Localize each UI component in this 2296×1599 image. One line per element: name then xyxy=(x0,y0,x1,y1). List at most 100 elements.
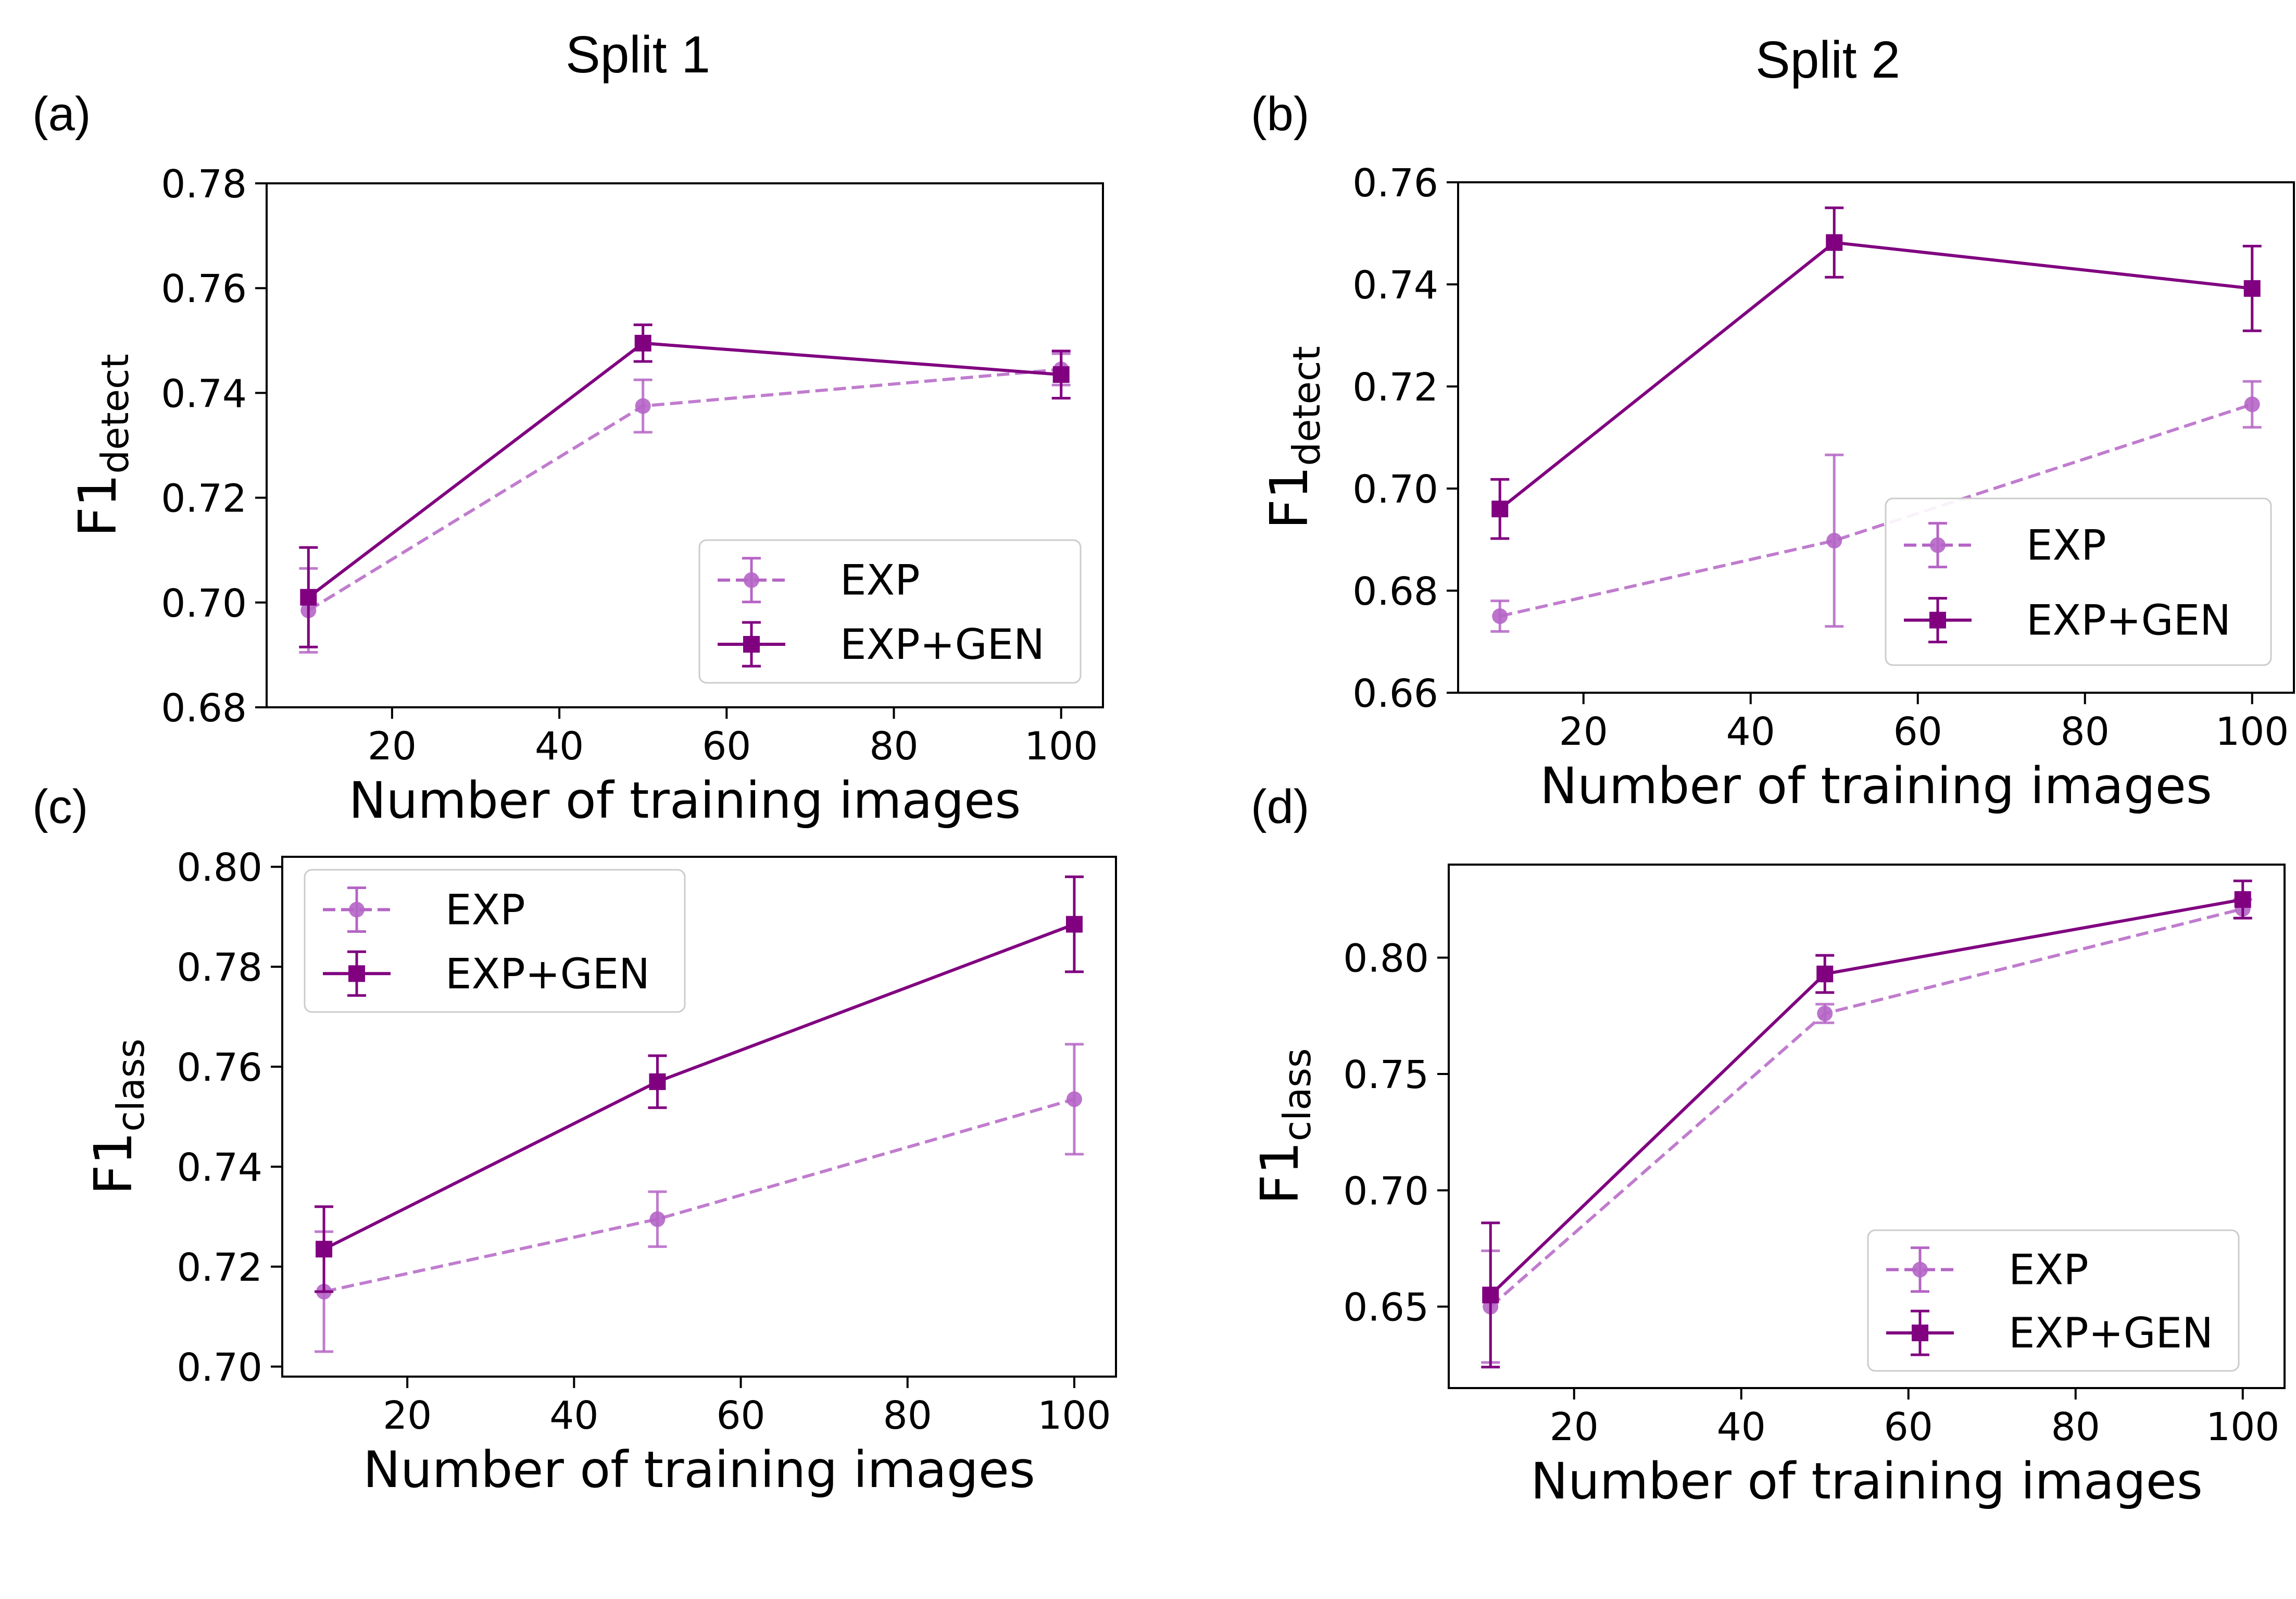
y-tick-label: 0.66 xyxy=(1352,671,1438,716)
y-tick-label: 0.74 xyxy=(161,371,247,416)
y-axis-label-sub: class xyxy=(1275,1048,1319,1142)
series-line xyxy=(323,1097,1075,1293)
panel-label-c: (c) xyxy=(32,780,89,833)
y-tick-label: 0.76 xyxy=(1352,161,1438,206)
y-axis-label-sub: detect xyxy=(1285,346,1328,466)
data-point xyxy=(1826,532,1842,548)
y-tick-label: 0.80 xyxy=(177,845,262,890)
legend-box xyxy=(1885,497,2272,666)
series-exp xyxy=(1490,380,2262,633)
legend-box xyxy=(304,869,686,1013)
split-1-title: Split 1 xyxy=(566,26,710,84)
data-point xyxy=(1492,608,1508,624)
x-tick-label: 20 xyxy=(1550,1405,1599,1450)
legend-marker xyxy=(348,965,365,982)
y-tick-label: 0.72 xyxy=(161,477,247,521)
legend-marker xyxy=(349,902,365,918)
panel-label-d: (d) xyxy=(1251,780,1310,833)
y-axis-label-sub: class xyxy=(109,1039,153,1132)
legend-label: EXP+GEN xyxy=(445,950,650,998)
legend-label: EXP+GEN xyxy=(2009,1309,2213,1357)
data-point xyxy=(316,1241,333,1258)
y-tick-label: 0.74 xyxy=(177,1145,262,1190)
y-tick-label: 0.76 xyxy=(177,1045,262,1090)
x-tick-label: 40 xyxy=(549,1393,598,1438)
series-line xyxy=(1499,241,2253,510)
x-tick-label: 60 xyxy=(1884,1405,1933,1450)
x-tick-label: 100 xyxy=(2206,1405,2279,1450)
x-axis-label: Number of training images xyxy=(1530,1452,2203,1510)
legend-marker xyxy=(1912,1325,1928,1342)
legend-label: EXP xyxy=(840,556,920,605)
y-tick-label: 0.78 xyxy=(177,945,262,990)
panel-a: 20 40 60 80 100 0.68 0.70 0.72 0.74 0.76 0.78 Numbe… xyxy=(67,162,1104,830)
y-axis-label-main: F1 xyxy=(1249,1141,1310,1204)
x-tick-label: 60 xyxy=(1893,709,1942,754)
series-exp-gen xyxy=(315,875,1084,1293)
legend-label: EXP xyxy=(445,885,525,934)
y-axis-label: F1detect xyxy=(1259,346,1328,529)
panel-d: 20 40 60 80 100 0.65 0.70 0.75 0.80 Number of tra… xyxy=(1249,864,2286,1510)
plot-frame xyxy=(266,182,1104,708)
x-tick-label: 80 xyxy=(869,724,918,769)
y-tick-label: 0.70 xyxy=(161,581,247,626)
legend: EXP EXP+GEN xyxy=(1885,497,2272,666)
data-point xyxy=(634,334,651,352)
y-tick-label: 0.76 xyxy=(161,267,247,311)
y-axis-label-main: F1 xyxy=(67,474,128,537)
data-point xyxy=(1065,916,1083,933)
data-point xyxy=(1491,501,1509,518)
y-tick-label: 0.78 xyxy=(161,162,247,207)
x-tick-label: 40 xyxy=(1726,709,1775,754)
x-tick-label: 80 xyxy=(883,1393,932,1438)
panel-b: 20 40 60 80 100 0.66 0.68 0.70 0.72 0.74 0.76 Numbe… xyxy=(1259,161,2295,815)
data-point xyxy=(300,589,317,606)
y-tick-label: 0.70 xyxy=(177,1345,262,1390)
y-tick-label: 0.72 xyxy=(177,1245,262,1290)
series-exp xyxy=(315,1043,1084,1353)
series-exp-gen xyxy=(299,323,1071,648)
x-axis-label: Number of training images xyxy=(349,771,1021,830)
y-axis-label: F1class xyxy=(83,1039,153,1195)
data-point xyxy=(649,1211,666,1227)
x-tick-label: 80 xyxy=(2051,1405,2100,1450)
data-point xyxy=(2244,396,2260,413)
y-tick-label: 0.70 xyxy=(1343,1169,1429,1214)
y-tick-label: 0.70 xyxy=(1352,467,1438,512)
x-tick-label: 20 xyxy=(1559,709,1608,754)
y-tick-label: 0.68 xyxy=(1352,569,1438,614)
legend: EXP EXP+GEN xyxy=(1867,1229,2240,1372)
data-point xyxy=(1817,1005,1833,1021)
data-point xyxy=(1052,366,1070,383)
split-2-title: Split 2 xyxy=(1755,31,1900,89)
y-tick-label: 0.65 xyxy=(1343,1285,1429,1330)
y-axis-label-main: F1 xyxy=(1259,466,1320,529)
legend-marker xyxy=(1930,537,1946,553)
x-tick-label: 20 xyxy=(368,724,417,769)
panel-label-b: (b) xyxy=(1251,88,1310,141)
data-point xyxy=(649,1073,666,1090)
panel-label-a: (a) xyxy=(32,88,91,141)
legend-box xyxy=(1867,1229,2240,1372)
data-point xyxy=(635,398,651,414)
y-axis-label-sub: detect xyxy=(93,354,137,473)
data-point xyxy=(2234,891,2251,908)
legend-marker xyxy=(744,572,759,588)
data-point xyxy=(2243,280,2261,297)
legend-marker xyxy=(1912,1261,1928,1278)
y-axis-label: F1class xyxy=(1249,1048,1319,1205)
x-tick-label: 60 xyxy=(702,724,751,769)
y-tick-label: 0.68 xyxy=(161,686,247,731)
x-tick-label: 100 xyxy=(2215,709,2289,754)
x-tick-label: 100 xyxy=(1037,1393,1111,1438)
y-tick-label: 0.75 xyxy=(1343,1053,1429,1097)
legend-label: EXP+GEN xyxy=(840,620,1045,669)
series-exp-gen xyxy=(1490,206,2262,540)
series-exp-gen xyxy=(1481,879,2252,1369)
plot-frame xyxy=(281,856,1117,1378)
x-tick-label: 40 xyxy=(535,724,584,769)
y-tick-label: 0.80 xyxy=(1343,936,1429,981)
legend: EXP EXP+GEN xyxy=(304,869,686,1013)
y-axis-label-main: F1 xyxy=(83,1132,144,1195)
